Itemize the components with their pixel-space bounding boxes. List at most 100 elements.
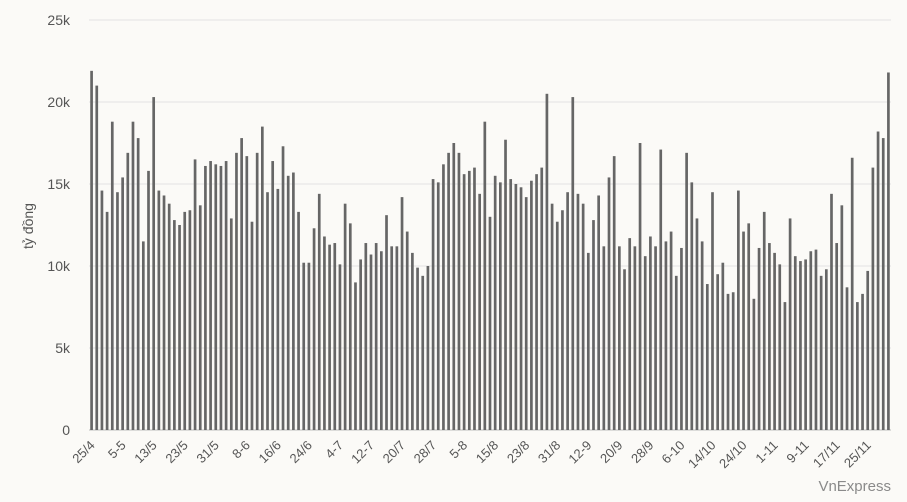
bar xyxy=(167,203,171,430)
bar xyxy=(602,246,606,430)
bar xyxy=(581,203,585,430)
bar xyxy=(312,228,316,430)
bar xyxy=(436,182,440,430)
bar xyxy=(395,246,399,430)
bar xyxy=(110,121,114,431)
bar xyxy=(757,247,761,430)
bar xyxy=(380,251,383,430)
bar xyxy=(685,152,688,430)
bar xyxy=(711,192,714,430)
bar xyxy=(374,243,378,430)
bar xyxy=(281,146,285,430)
x-tick-label: 24/10 xyxy=(716,438,750,472)
y-tick-label: 5k xyxy=(55,340,71,356)
bar xyxy=(799,261,802,430)
bar xyxy=(467,170,471,430)
bar xyxy=(638,143,642,430)
bar xyxy=(276,188,280,430)
bar xyxy=(369,254,373,430)
bar xyxy=(354,282,357,430)
bar xyxy=(219,165,223,430)
bar xyxy=(571,97,575,430)
bar xyxy=(499,182,502,430)
bar xyxy=(198,205,202,430)
bar xyxy=(328,244,331,430)
x-axis-tick-labels: 25/4 5-5 13/5 23/5 31/5 8-6 16/6 24/6 4-7 12-7 20/… xyxy=(69,438,874,472)
bar xyxy=(400,197,404,430)
x-tick-label: 20/7 xyxy=(380,438,409,467)
bar xyxy=(204,165,207,430)
x-tick-label: 23/5 xyxy=(162,438,191,467)
bar xyxy=(473,167,476,430)
bar xyxy=(866,270,870,430)
bar xyxy=(126,152,130,430)
bar xyxy=(555,221,559,430)
bar xyxy=(214,164,218,430)
bar xyxy=(317,193,321,430)
bar xyxy=(561,210,564,430)
bar xyxy=(856,302,859,430)
bar xyxy=(245,156,249,430)
bar xyxy=(504,139,507,430)
bar xyxy=(292,172,295,430)
bar xyxy=(302,262,306,430)
bar xyxy=(188,210,192,430)
bar xyxy=(136,138,140,430)
bar xyxy=(240,138,243,430)
bar xyxy=(768,243,771,430)
x-tick-label: 13/5 xyxy=(131,438,160,467)
bar xyxy=(100,190,104,430)
bar xyxy=(881,138,885,430)
bar xyxy=(141,241,145,430)
x-tick-label: 8-6 xyxy=(229,438,253,462)
bar xyxy=(649,236,652,430)
bar xyxy=(426,266,430,430)
bar xyxy=(628,238,632,430)
bar xyxy=(131,121,135,431)
x-tick-label: 20/9 xyxy=(597,438,626,467)
bar xyxy=(674,275,678,430)
bar xyxy=(348,223,352,430)
bar xyxy=(333,243,337,430)
x-tick-label: 12-7 xyxy=(348,438,377,467)
bar xyxy=(514,184,518,430)
bar xyxy=(411,252,414,430)
bar xyxy=(260,126,264,430)
bar xyxy=(416,267,419,430)
bar xyxy=(752,298,756,430)
bar xyxy=(623,269,626,430)
x-tick-label: 24/6 xyxy=(287,438,316,467)
x-tick-label: 25/4 xyxy=(69,438,98,467)
bar xyxy=(105,211,109,430)
bar xyxy=(519,187,523,430)
x-tick-label: 1-11 xyxy=(752,438,780,466)
bar xyxy=(576,193,580,430)
bar xyxy=(359,259,362,430)
bar xyxy=(612,156,616,430)
bar xyxy=(431,179,435,430)
bar xyxy=(586,252,590,430)
bar xyxy=(509,179,513,430)
bar xyxy=(731,292,735,430)
bar xyxy=(90,70,93,430)
y-tick-label: 20k xyxy=(47,94,71,110)
bar xyxy=(607,177,611,430)
bar xyxy=(773,252,776,430)
bar xyxy=(343,203,347,430)
bar xyxy=(209,161,212,431)
bar xyxy=(286,175,290,430)
x-tick-label: 9-11 xyxy=(783,438,811,466)
bar xyxy=(705,284,709,430)
y-axis-label: tỷ đồng xyxy=(20,203,36,249)
x-tick-label: 4-7 xyxy=(322,438,346,462)
bar xyxy=(488,216,492,430)
bar xyxy=(405,231,409,430)
bar xyxy=(95,85,99,430)
bar xyxy=(643,256,647,430)
bar xyxy=(447,152,450,430)
bars xyxy=(90,70,890,431)
bar xyxy=(540,167,544,430)
bar xyxy=(788,218,792,430)
bar xyxy=(618,246,621,430)
bar xyxy=(535,174,538,430)
